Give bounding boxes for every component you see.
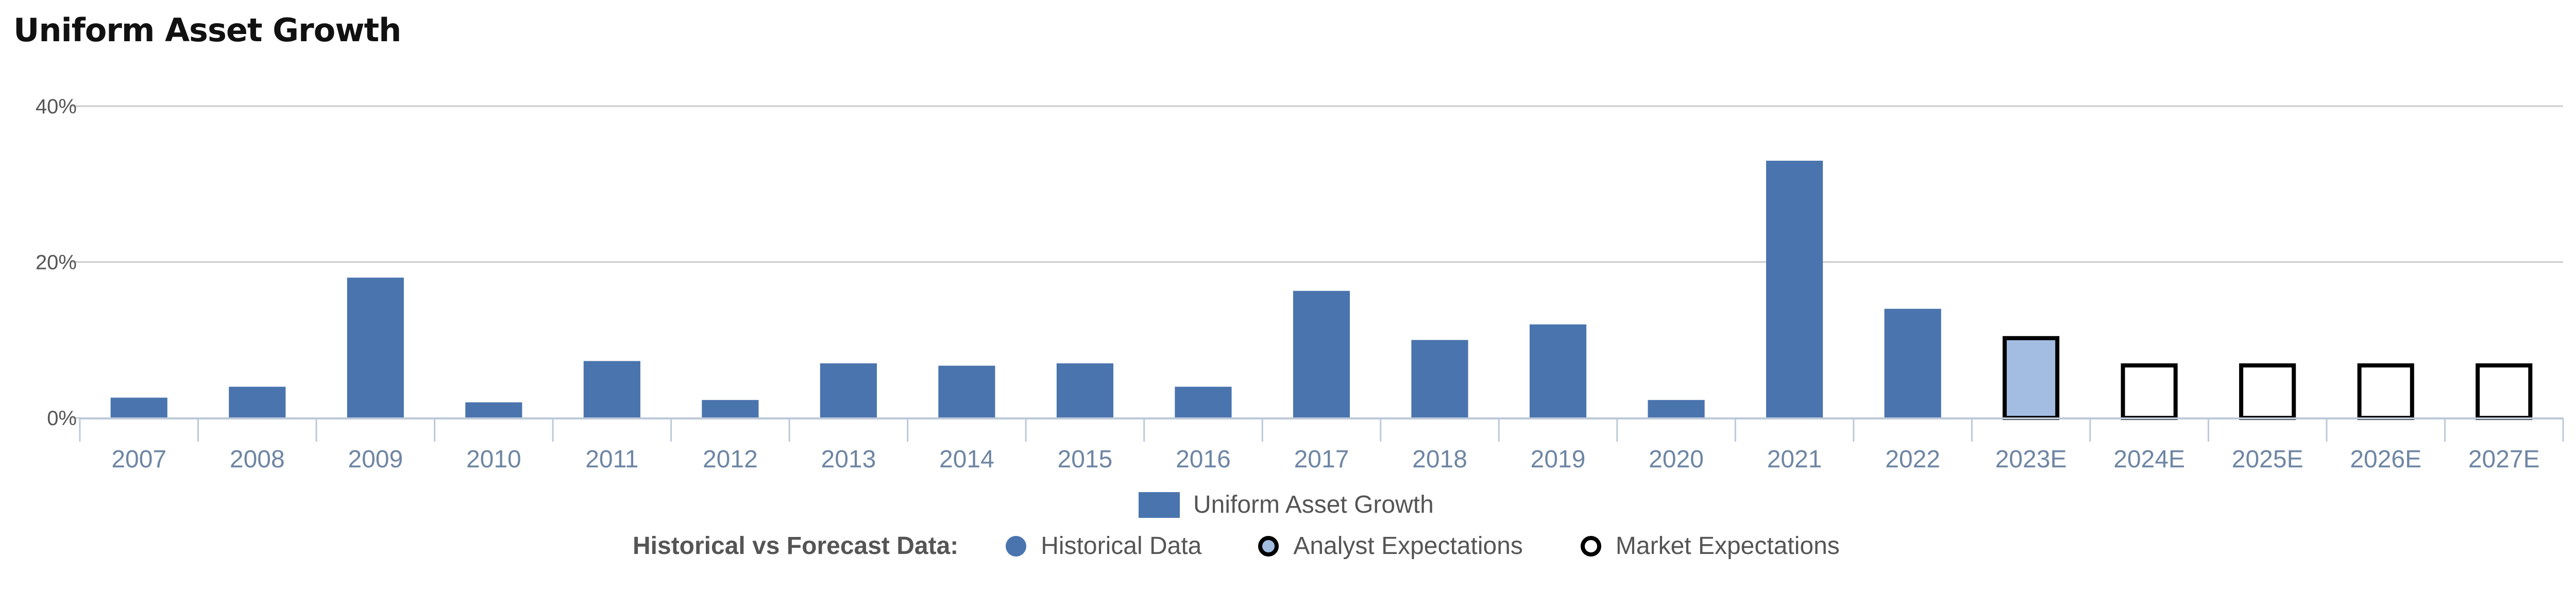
x-tick-label: 2027E xyxy=(2468,446,2540,473)
historical-marker-icon xyxy=(1006,535,1027,557)
bar-2007 xyxy=(110,397,167,418)
x-tick-label: 2021 xyxy=(1767,446,1822,473)
forecast-legend-heading: Historical vs Forecast Data: xyxy=(633,532,959,560)
x-tick-label: 2015 xyxy=(1058,446,1113,473)
series-legend-item[interactable]: Uniform Asset Growth xyxy=(1139,491,1434,519)
bar-2023E xyxy=(2003,336,2060,420)
bar-2026E xyxy=(2357,363,2414,420)
bar-2025E xyxy=(2239,363,2296,420)
x-tick-label: 2023E xyxy=(1995,446,2067,473)
x-tick-label: 2009 xyxy=(348,446,403,473)
x-axis xyxy=(79,417,2564,442)
x-tick-label: 2017 xyxy=(1294,446,1349,473)
bar-2013 xyxy=(820,363,877,418)
x-tick-label: 2019 xyxy=(1531,446,1586,473)
x-tick-label: 2026E xyxy=(2350,446,2421,473)
bar-2024E xyxy=(2121,363,2178,420)
bar-2020 xyxy=(1648,400,1705,418)
x-tick-label: 2020 xyxy=(1649,446,1704,473)
bar-2016 xyxy=(1175,386,1232,418)
x-tick-label: 2018 xyxy=(1412,446,1467,473)
bar-2010 xyxy=(465,402,522,418)
chart-title: Uniform Asset Growth xyxy=(13,11,401,49)
x-tick-label: 2012 xyxy=(703,446,758,473)
x-tick-label: 2022 xyxy=(1885,446,1940,473)
legend: Uniform Asset Growth Historical vs Forec… xyxy=(0,484,2576,603)
market-legend-label: Market Expectations xyxy=(1615,532,1840,560)
bar-2027E xyxy=(2476,363,2533,420)
x-tick-label: 2010 xyxy=(466,446,521,473)
y-tick-label: 20% xyxy=(36,251,77,274)
x-tick-label: 2016 xyxy=(1176,446,1231,473)
y-tick-label: 0% xyxy=(47,407,77,430)
bar-2022 xyxy=(1884,309,1941,418)
bar-2019 xyxy=(1529,324,1587,418)
x-tick-label: 2014 xyxy=(939,446,994,473)
y-tick-label: 40% xyxy=(36,95,77,118)
x-tick-label: 2007 xyxy=(111,446,166,473)
bar-2012 xyxy=(702,400,759,418)
bar-2009 xyxy=(347,277,404,418)
historical-legend-label: Historical Data xyxy=(1041,532,1202,560)
gridlines xyxy=(71,105,2563,419)
bars xyxy=(110,160,2533,420)
series-swatch xyxy=(1139,492,1180,518)
forecast-legend: Historical vs Forecast Data: Historical … xyxy=(633,532,1840,560)
analyst-marker-icon xyxy=(1258,535,1279,557)
bar-2011 xyxy=(583,361,640,418)
bar-2014 xyxy=(938,365,995,418)
bar-2018 xyxy=(1411,340,1468,418)
bar-2015 xyxy=(1056,363,1114,418)
bar-2021 xyxy=(1766,160,1823,418)
analyst-legend-label: Analyst Expectations xyxy=(1293,532,1523,560)
series-legend-label: Uniform Asset Growth xyxy=(1193,491,1434,518)
x-tick-label: 2011 xyxy=(585,446,638,473)
x-tick-label: 2013 xyxy=(821,446,876,473)
bar-2017 xyxy=(1293,291,1350,418)
x-tick-label: 2024E xyxy=(2113,446,2185,473)
x-tick-label: 2008 xyxy=(230,446,285,473)
y-axis-ticks: 0% 20% 40% xyxy=(36,95,77,430)
market-marker-icon xyxy=(1580,535,1601,557)
bar-chart: 0% 20% 40% 2007 2008 2009 2010 2011 2012 2013 201… xyxy=(36,95,2564,473)
bar-2008 xyxy=(229,386,286,418)
x-tick-label: 2025E xyxy=(2232,446,2303,473)
x-axis-ticks: 2007 2008 2009 2010 2011 2012 2013 2014 2015 2016… xyxy=(111,446,2539,473)
